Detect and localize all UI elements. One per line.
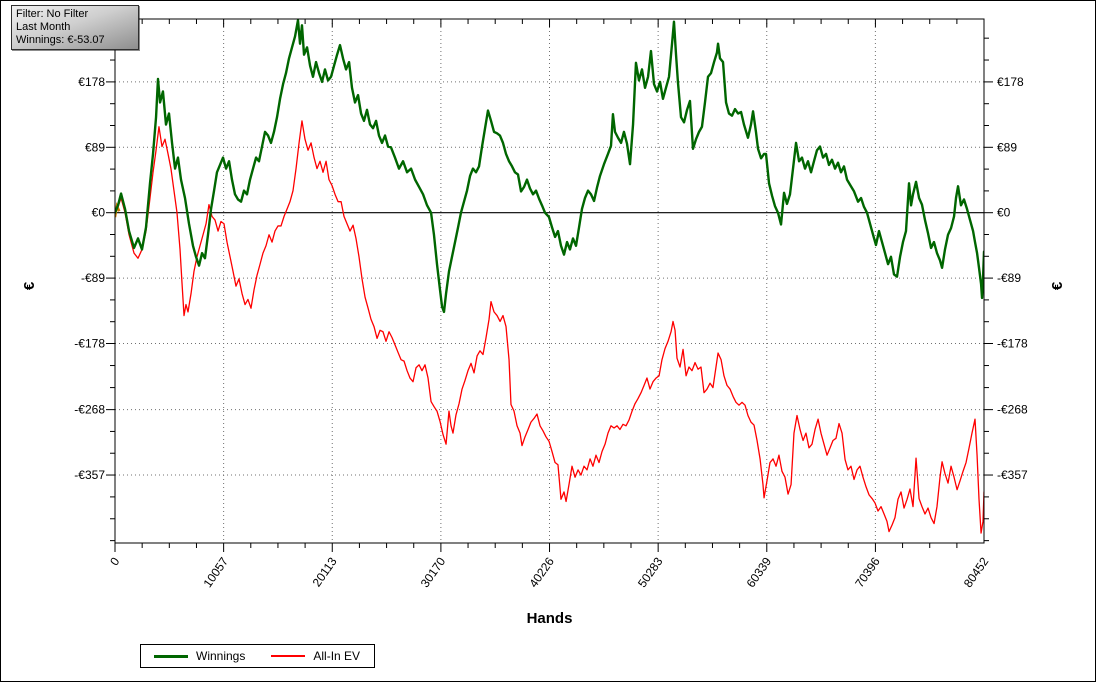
all-in-ev-series-line — [115, 120, 984, 534]
y-axis-label-right: €0 — [997, 206, 1011, 220]
allin-ev-line-swatch — [271, 655, 306, 657]
axis-labels: €178 €178 €89 €89 €0 €0 -€89 -€89 -€178 -€178 -€26… — [74, 75, 1028, 590]
legend-item-winnings: Winnings — [154, 649, 245, 663]
y-axis-label-left: €0 — [92, 206, 106, 220]
winnings-line-swatch — [154, 654, 188, 658]
y-axis-label-left: -€268 — [74, 403, 105, 417]
y-axis-label-left: -€178 — [74, 336, 105, 350]
y-axis-title-left: € — [21, 281, 38, 290]
series-group — [115, 19, 984, 534]
tooltip-winnings-line: Winnings: €-53.07 — [16, 34, 105, 46]
legend: Winnings All-In EV — [140, 644, 376, 668]
y-axis-label-left: -€357 — [74, 468, 105, 482]
legend-item-allin-ev: All-In EV — [271, 649, 360, 663]
axis-ticks — [106, 19, 993, 552]
x-axis-label: 50283 — [635, 554, 666, 590]
y-axis-label-right: -€268 — [997, 403, 1028, 417]
y-axis-title-right: € — [1049, 281, 1066, 290]
tooltip-filter-line: Filter: No Filter — [16, 8, 89, 20]
winnings-series-line — [115, 19, 984, 314]
x-axis-label: 70396 — [852, 554, 883, 590]
x-axis-label: 0 — [107, 554, 122, 568]
y-axis-label-right: €178 — [997, 75, 1024, 89]
x-axis-label: 30170 — [418, 554, 449, 590]
y-axis-label-right: -€178 — [997, 336, 1028, 350]
x-axis-label: 40226 — [526, 554, 557, 590]
legend-label-winnings: Winnings — [196, 649, 246, 663]
filter-tooltip: Filter: No Filter Last Month Winnings: €… — [11, 5, 139, 50]
y-axis-label-right: €89 — [997, 140, 1017, 154]
x-axis-title: Hands — [527, 610, 573, 627]
gridlines — [115, 19, 984, 543]
y-axis-label-left: €89 — [85, 140, 105, 154]
y-axis-label-right: -€89 — [997, 271, 1021, 285]
x-axis-label: 20113 — [310, 554, 340, 589]
legend-label-allin-ev: All-In EV — [313, 649, 361, 663]
y-axis-label-left: €178 — [78, 75, 105, 89]
x-axis-label: 60339 — [744, 554, 775, 590]
x-axis-label: 10057 — [200, 554, 231, 590]
y-axis-label-right: -€357 — [997, 468, 1028, 482]
y-axis-label-left: -€89 — [81, 271, 105, 285]
tooltip-period-line: Last Month — [16, 21, 71, 33]
plot-frame — [114, 18, 985, 544]
x-axis-label: 80452 — [961, 554, 992, 590]
